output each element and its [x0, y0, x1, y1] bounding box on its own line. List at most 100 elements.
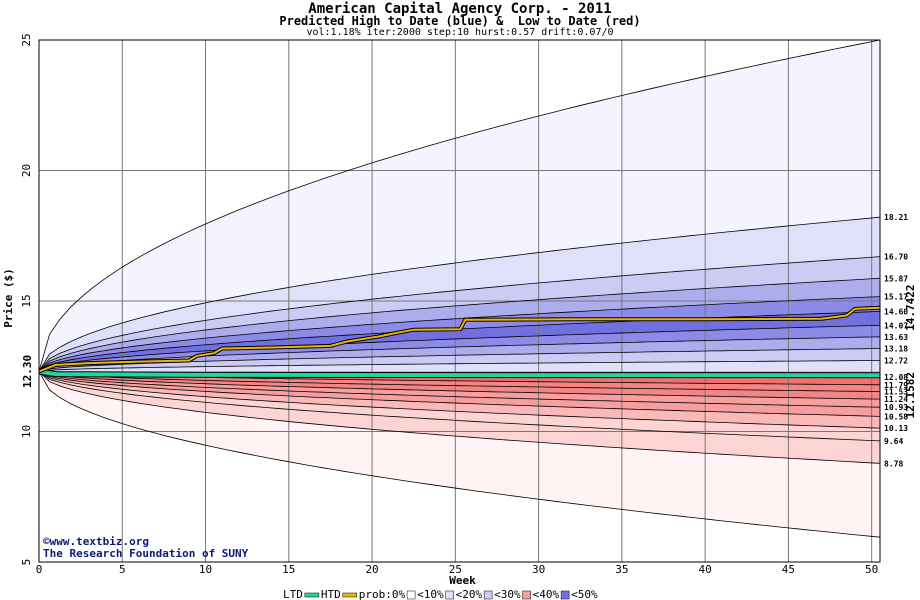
upper-band-1 — [39, 217, 880, 372]
x-tick-label: 30 — [532, 563, 545, 576]
start-price-label: 12.30 — [21, 355, 34, 388]
y-tick-label: 5 — [20, 559, 33, 566]
legend-b50-label: <50% — [571, 588, 598, 600]
lower-quantile-line-3 — [38, 371, 881, 400]
legend-swatch-20 — [483, 590, 493, 600]
lower-band-7 — [39, 371, 880, 441]
lower-band-9 — [39, 371, 880, 538]
watermark-site: ©www.textbiz.org — [43, 535, 149, 548]
legend-swatch-30 — [522, 590, 531, 600]
lower-band-6 — [39, 371, 880, 429]
legend-b30-label: <30% — [494, 588, 521, 600]
upper-quantile-line-9 — [38, 360, 881, 372]
upper-band-3 — [39, 278, 880, 372]
upper-end-label: 15.87 — [884, 274, 908, 283]
legend-swatch-0 — [406, 590, 416, 600]
lower-band-4 — [39, 371, 880, 408]
upper-band-2 — [39, 256, 880, 372]
x-axis-label: Week — [449, 574, 476, 587]
series-lines — [38, 305, 881, 379]
lower-quantile-line-4 — [38, 371, 881, 408]
lower-end-label: 12.08 — [884, 373, 908, 382]
lower-band-8 — [39, 371, 880, 464]
upper-band-9 — [39, 360, 880, 372]
upper-band-6 — [39, 325, 880, 372]
lower-end-label: 10.93 — [884, 403, 908, 412]
lower-end-label: 10.58 — [884, 412, 908, 421]
lower-end-label: 11.24 — [884, 395, 908, 404]
x-tick-label: 50 — [865, 563, 878, 576]
legend-ltd-label: LTD — [283, 588, 303, 600]
end-value-labels: 18.21 16.70 15.87 15.17 14.60 14.07 13.63 13.18… — [884, 213, 917, 468]
legend-ltd-swatch — [304, 592, 320, 598]
legend-prob-label: prob:0% — [359, 588, 406, 600]
upper-band-5 — [39, 311, 880, 372]
upper-band-4 — [39, 296, 880, 372]
upper-end-label: 12.72 — [884, 357, 908, 366]
lower-band-3 — [39, 371, 880, 400]
upper-end-label: 14.07 — [884, 321, 908, 330]
upper-end-label: 14.60 — [884, 307, 908, 316]
htd-line — [38, 306, 881, 373]
y-tick-label: 25 — [20, 33, 33, 46]
legend: LTD HTD prob:0% <10% <20% <30% <40% <50% — [283, 588, 598, 600]
y-tick-label: 15 — [20, 294, 33, 307]
lower-end-label: 10.13 — [884, 424, 908, 433]
legend-htd-label: HTD — [321, 588, 341, 600]
upper-quantile-line-0 — [38, 39, 881, 372]
x-tick-label: 5 — [119, 563, 126, 576]
x-tick-label: 20 — [365, 563, 378, 576]
x-tick-label: 15 — [282, 563, 295, 576]
probability-bands — [39, 40, 880, 538]
upper-quantile-line-3 — [38, 277, 881, 372]
upper-end-label: 16.70 — [884, 253, 908, 262]
chart-subtitle: Predicted High to Date (blue) & Low to D… — [279, 14, 641, 28]
upper-quantile-line-1 — [38, 216, 881, 372]
lower-band-5 — [39, 371, 880, 417]
lower-quantile-line-8 — [38, 371, 881, 464]
x-tick-label: 0 — [36, 563, 43, 576]
legend-b20-label: <20% — [456, 588, 483, 600]
x-tick-label: 35 — [615, 563, 628, 576]
legend-swatch-40 — [560, 590, 570, 600]
legend-b10-label: <10% — [417, 588, 444, 600]
upper-quantile-line-7 — [38, 336, 881, 372]
lower-band-2 — [39, 371, 880, 392]
upper-end-label: 15.17 — [884, 293, 908, 302]
upper-band-7 — [39, 336, 880, 372]
x-tick-label: 25 — [449, 563, 462, 576]
legend-b40-label: <40% — [533, 588, 560, 600]
lower-quantile-line-6 — [38, 371, 881, 429]
quantile-curves — [38, 39, 881, 538]
ltd-end-label: 12.1582 — [904, 372, 917, 418]
y-tick-label: 10 — [20, 425, 33, 438]
plot-frame — [38, 39, 881, 563]
chart-title: American Capital Agency Corp. - 2011 — [308, 1, 612, 17]
htd-end-label: 14.7422 — [904, 285, 917, 331]
lower-end-label: 8.78 — [884, 459, 903, 468]
x-tick-label: 45 — [782, 563, 795, 576]
upper-end-label: 13.18 — [884, 345, 908, 354]
x-tick-label: 10 — [199, 563, 212, 576]
legend-swatch-10 — [445, 590, 454, 600]
y-axis-label: Price ($) — [2, 268, 15, 328]
lower-end-label: 11.53 — [884, 388, 908, 397]
watermark-org: The Research Foundation of SUNY — [43, 547, 249, 560]
legend-htd-swatch — [342, 592, 357, 598]
lower-end-label: 11.79 — [884, 381, 908, 390]
lower-end-label: 9.64 — [884, 437, 903, 446]
upper-quantile-line-4 — [38, 296, 881, 372]
x-tick-label: 40 — [699, 563, 712, 576]
chart-params: vol:1.18% iter:2000 step:10 hurst:0.57 d… — [306, 27, 614, 38]
lower-quantile-line-7 — [38, 371, 881, 442]
lower-quantile-line-9 — [38, 371, 881, 538]
upper-end-label: 18.21 — [884, 213, 908, 222]
lower-quantile-line-2 — [38, 371, 881, 392]
y-tick-label: 20 — [20, 164, 33, 177]
upper-end-label: 13.63 — [884, 333, 908, 342]
upper-band-0 — [39, 40, 880, 372]
ltd-line — [38, 369, 881, 378]
upper-quantile-line-6 — [38, 324, 881, 372]
